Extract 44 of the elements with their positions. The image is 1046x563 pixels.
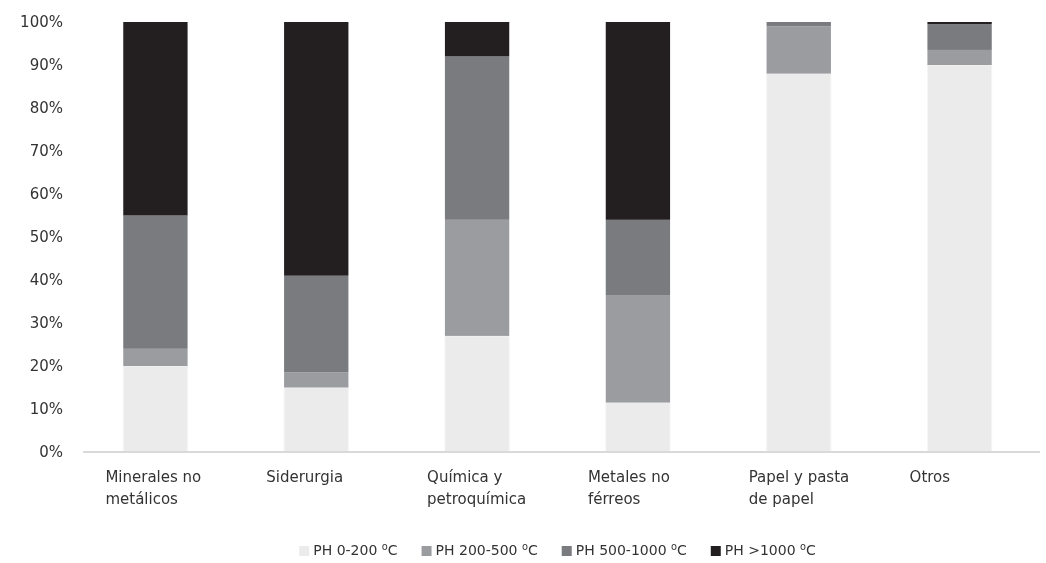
x-tick-label: Metales no férreos	[587, 468, 670, 508]
bar	[284, 22, 349, 276]
bar	[444, 219, 510, 336]
bar	[605, 295, 671, 403]
y-tick-label: 100%	[20, 13, 63, 32]
bar	[766, 26, 831, 74]
bar	[605, 402, 671, 453]
y-tick-label: 10%	[29, 400, 63, 419]
bar	[605, 22, 671, 220]
legend-label: PH 500-1000 $^{o}$C	[575, 540, 687, 558]
bar	[766, 22, 831, 27]
y-tick-label: 90%	[29, 56, 63, 75]
legend-label: PH 200-500 $^{o}$C	[435, 540, 538, 558]
bar	[605, 219, 671, 296]
bar	[283, 387, 349, 453]
legend-label: PH 0-200 $^{o}$C	[313, 540, 398, 558]
bar	[926, 64, 993, 453]
bar	[123, 348, 188, 366]
bar	[444, 56, 510, 220]
bar	[123, 22, 188, 216]
y-tick-label: 0%	[39, 443, 63, 462]
x-tick-label: Otros	[909, 468, 951, 486]
y-tick-label: 60%	[29, 185, 63, 204]
y-tick-label: 80%	[29, 99, 63, 118]
bar	[444, 335, 510, 453]
bar	[284, 275, 349, 373]
x-tick-label: Minerales no metálicos	[105, 468, 202, 508]
bar	[122, 365, 189, 453]
bar	[284, 372, 349, 388]
x-tick-label: Siderurgia	[266, 468, 344, 486]
bar	[123, 215, 188, 349]
legend-label: PH >1000 $^{o}$C	[724, 540, 817, 558]
bar	[927, 49, 992, 65]
y-tick-label: 40%	[29, 271, 63, 290]
bar	[927, 22, 992, 25]
y-tick-label: 30%	[29, 314, 63, 333]
bar	[927, 24, 992, 50]
y-tick-label: 20%	[29, 357, 63, 376]
bar	[444, 22, 510, 57]
y-tick-label: 70%	[29, 142, 63, 161]
y-tick-label: 50%	[29, 228, 63, 247]
x-tick-label: Química y petroquímica	[427, 468, 527, 508]
x-tick-label: Papel y pasta de papel	[748, 468, 850, 508]
bar	[766, 73, 832, 453]
